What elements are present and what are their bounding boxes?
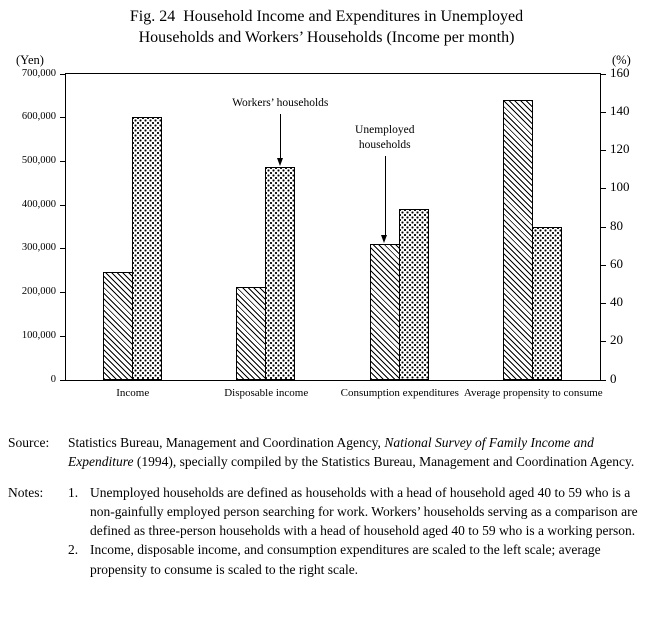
right-axis-tick-label: 20 [610, 332, 623, 348]
source-label: Source: [8, 434, 50, 450]
bar-unemployed-households [102, 272, 133, 380]
bar-unemployed-households [369, 244, 400, 380]
x-axis-category-label: Average propensity to consume [463, 386, 603, 399]
left-axis-tick [60, 335, 65, 337]
note-item-1: 1. Unemployed households are defined as … [68, 483, 643, 540]
left-axis-tick [60, 379, 65, 381]
left-axis-tick [60, 204, 65, 206]
left-axis-tick-label: 0 [50, 373, 56, 385]
notes-section: Notes: 1. Unemployed households are defi… [0, 483, 653, 579]
right-axis-unit-label: (%) [612, 52, 631, 67]
source-section: Source: Statistics Bureau, Management an… [0, 433, 653, 471]
bar-workers-households [398, 209, 429, 380]
bar-unemployed-households [236, 286, 267, 380]
x-axis-category-label: Income [116, 386, 150, 399]
right-axis-tick [601, 379, 606, 381]
source-text: Statistics Bureau, Management and Coordi… [68, 433, 643, 471]
source-text-before: Statistics Bureau, Management and Coordi… [68, 434, 385, 450]
right-axis-tick-label: 40 [610, 294, 623, 310]
right-axis-tick-label: 160 [610, 64, 630, 80]
right-axis-tick [601, 150, 606, 152]
bar-workers-households [131, 117, 162, 380]
bar-unemployed-households [503, 100, 534, 380]
x-axis-category-label: Consumption expenditures [340, 386, 459, 399]
right-axis-tick [601, 303, 606, 305]
left-axis-tick-label: 300,000 [21, 242, 56, 254]
note-1-number: 1. [68, 484, 79, 500]
right-axis-tick-label: 0 [610, 370, 617, 386]
annotation-arrowhead [276, 157, 283, 166]
figure-title-line1: Fig. 24 Household Income and Expenditure… [129, 8, 524, 25]
annotation-label: Workers’ households [232, 96, 329, 109]
left-axis-unit-label: (Yen) [16, 52, 44, 67]
right-axis-tick-label: 140 [610, 102, 630, 118]
bar-workers-households [532, 226, 563, 380]
left-axis-tick [60, 73, 65, 75]
annotation-arrowhead [381, 235, 388, 244]
left-axis-tick [60, 248, 65, 250]
annotation-label: Unemployed households [355, 123, 415, 151]
left-axis-tick-label: 400,000 [21, 198, 56, 210]
right-axis-tick [601, 73, 606, 75]
note-1-text: Unemployed households are defined as hou… [90, 484, 638, 539]
left-axis-tick [60, 117, 65, 119]
right-axis-tick [601, 264, 606, 266]
right-axis-tick-label: 60 [610, 255, 623, 271]
x-axis-category-label: Disposable income [224, 386, 309, 399]
left-axis-tick-label: 200,000 [21, 286, 56, 298]
left-axis-tick [60, 292, 65, 294]
right-axis-tick-label: 100 [610, 179, 630, 195]
note-2-text: Income, disposable income, and consumpti… [90, 542, 601, 577]
figure-title: Fig. 24 Household Income and Expenditure… [0, 7, 653, 49]
annotation-arrow-line [384, 155, 386, 236]
right-axis-tick [601, 226, 606, 228]
note-2-number: 2. [68, 542, 79, 558]
figure-24-bar-chart: (Yen) (%) 700,000 600,000 500,000 400,000 30… [0, 51, 653, 419]
figure-title-line2: Households and Workers’ Households (Inco… [138, 28, 515, 46]
notes-body: 1. Unemployed households are defined as … [68, 483, 643, 579]
source-text-after: (1994), specially compiled by the Statis… [133, 453, 635, 469]
right-axis-tick-label: 80 [610, 217, 623, 233]
figure-page: { "title": { "line1": "Fig. 24\u00a0 Hou… [0, 7, 653, 626]
notes-label: Notes: [8, 484, 44, 500]
left-axis-tick-label: 500,000 [21, 155, 56, 167]
note-item-2: 2. Income, disposable income, and consum… [68, 540, 643, 578]
bar-workers-households [265, 166, 296, 380]
right-axis-tick [601, 111, 606, 113]
right-axis-tick-label: 120 [610, 141, 630, 157]
left-axis-tick-label: 700,000 [21, 67, 56, 79]
annotation-arrow-line [280, 113, 282, 158]
right-axis-tick [601, 188, 606, 190]
source-publication-title: National Survey of Family Income and Exp… [68, 434, 594, 469]
right-axis-tick [601, 341, 606, 343]
left-axis-tick-label: 100,000 [21, 329, 56, 341]
left-axis-tick [60, 161, 65, 163]
left-axis-tick-label: 600,000 [21, 111, 56, 123]
